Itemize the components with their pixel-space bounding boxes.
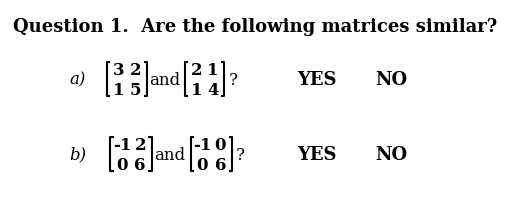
Text: a): a) [69, 71, 86, 88]
Text: 2: 2 [134, 136, 146, 153]
Text: YES: YES [297, 71, 336, 88]
Text: b): b) [69, 146, 86, 163]
Text: and: and [149, 71, 180, 88]
Text: 6: 6 [134, 156, 146, 173]
Text: -1: -1 [192, 136, 211, 153]
Text: and: and [154, 146, 185, 163]
Text: 3: 3 [112, 61, 124, 78]
Text: ?: ? [236, 146, 244, 163]
Text: 5: 5 [129, 81, 141, 98]
Text: 2: 2 [129, 61, 141, 78]
Text: Question 1.  Are the following matrices similar?: Question 1. Are the following matrices s… [13, 18, 496, 36]
Text: 1: 1 [190, 81, 202, 98]
Text: 0: 0 [196, 156, 208, 173]
Text: 6: 6 [214, 156, 225, 173]
Text: 0: 0 [214, 136, 225, 153]
Text: 4: 4 [207, 81, 218, 98]
Text: -1: -1 [112, 136, 131, 153]
Text: NO: NO [375, 71, 407, 88]
Text: 1: 1 [207, 61, 218, 78]
Text: 0: 0 [116, 156, 128, 173]
Text: NO: NO [375, 145, 407, 163]
Text: 1: 1 [113, 81, 124, 98]
Text: ?: ? [228, 71, 237, 88]
Text: YES: YES [297, 145, 336, 163]
Text: 2: 2 [190, 61, 202, 78]
